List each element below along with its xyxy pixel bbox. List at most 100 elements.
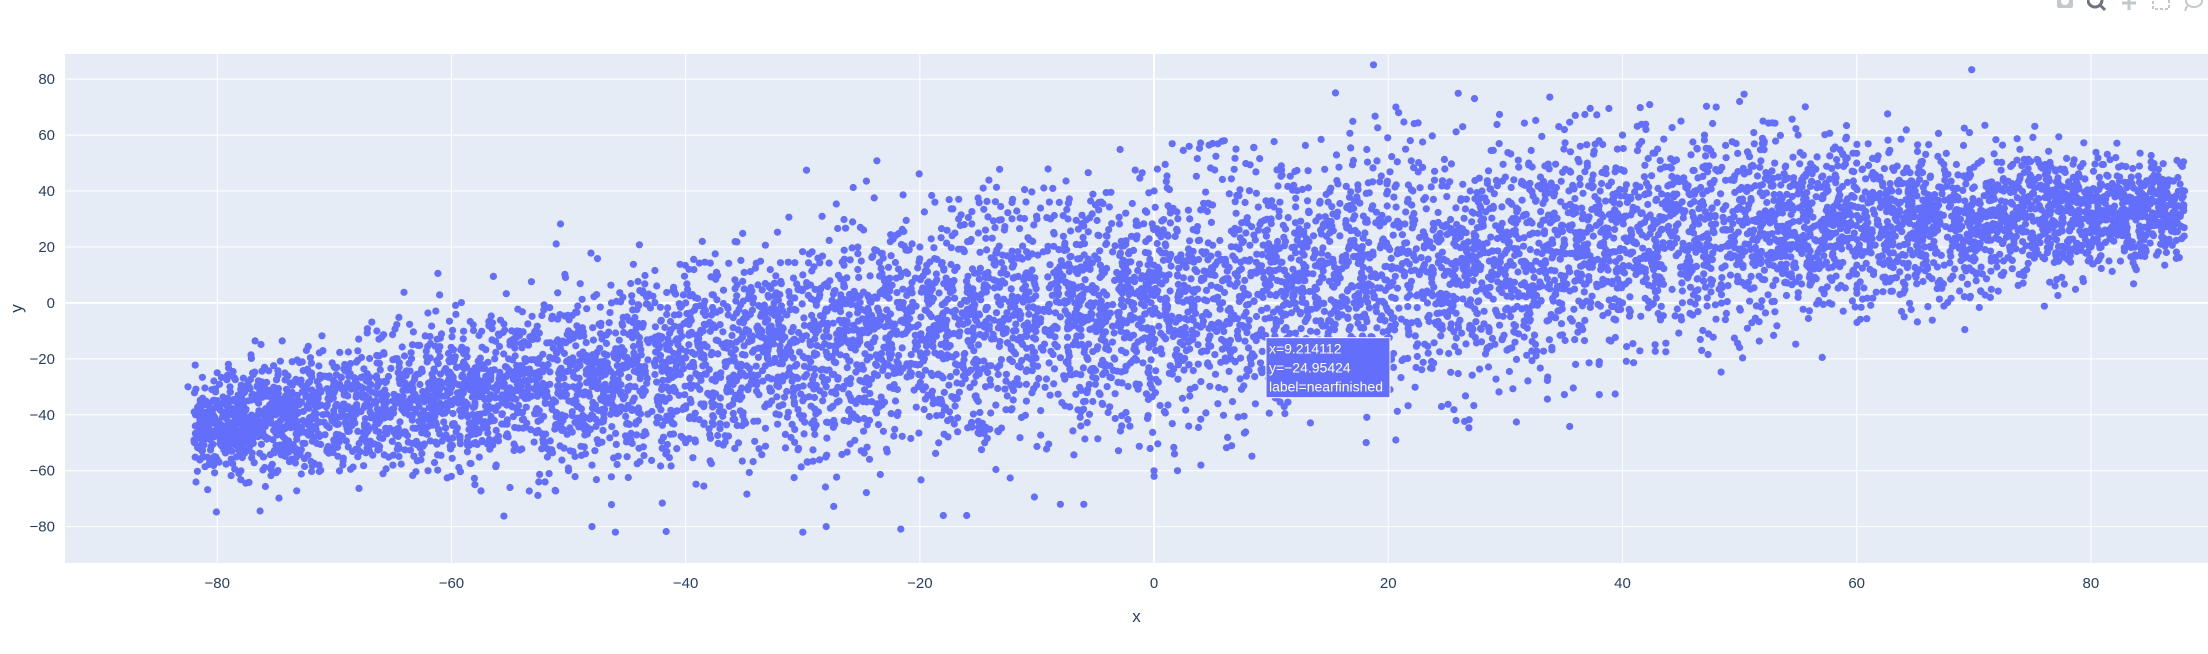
scatter-point[interactable] [755,391,763,399]
scatter-point[interactable] [1865,161,1873,169]
scatter-point[interactable] [2019,279,2027,287]
scatter-point[interactable] [568,408,576,416]
scatter-point[interactable] [1013,207,1021,215]
scatter-point[interactable] [747,283,755,292]
scatter-point[interactable] [1204,239,1212,247]
scatter-point[interactable] [818,252,827,260]
scatter-point[interactable] [1447,368,1455,376]
scatter-point[interactable] [2084,202,2092,210]
scatter-point[interactable] [1876,203,1884,212]
scatter-point[interactable] [432,307,440,315]
scatter-point[interactable] [1030,493,1038,501]
scatter-point[interactable] [1213,283,1221,291]
scatter-point[interactable] [1541,162,1549,170]
scatter-point[interactable] [1342,182,1350,190]
scatter-point[interactable] [627,429,635,437]
scatter-point[interactable] [898,344,906,352]
scatter-point[interactable] [1796,160,1804,168]
scatter-point[interactable] [945,381,953,389]
scatter-point[interactable] [1958,273,1966,281]
scatter-point[interactable] [1311,246,1319,254]
scatter-point[interactable] [622,412,630,420]
scatter-point[interactable] [1147,356,1155,364]
scatter-point[interactable] [484,429,492,437]
scatter-point[interactable] [943,239,951,247]
scatter-point[interactable] [729,324,737,332]
scatter-point[interactable] [1174,297,1182,305]
scatter-point[interactable] [1689,223,1697,231]
scatter-point[interactable] [1586,104,1594,112]
scatter-point[interactable] [932,270,941,278]
scatter-point[interactable] [800,314,808,322]
scatter-point[interactable] [1976,200,1984,208]
scatter-point[interactable] [1823,203,1832,211]
scatter-point[interactable] [886,354,894,362]
scatter-point[interactable] [1012,320,1020,328]
scatter-point[interactable] [1412,256,1420,264]
scatter-point[interactable] [2101,238,2110,246]
scatter-point[interactable] [1654,184,1662,192]
scatter-point[interactable] [1044,165,1052,173]
scatter-point[interactable] [1913,318,1921,326]
scatter-point[interactable] [1304,167,1312,175]
scatter-point[interactable] [1462,195,1470,203]
scatter-point[interactable] [1079,405,1088,413]
scatter-point[interactable] [1349,117,1357,125]
scatter-point[interactable] [1843,178,1852,186]
scatter-point[interactable] [1083,419,1091,427]
scatter-point[interactable] [1041,383,1049,391]
scatter-point[interactable] [1536,364,1544,372]
scatter-point[interactable] [895,351,903,360]
scatter-point[interactable] [1245,187,1253,195]
scatter-point[interactable] [1291,219,1300,227]
scatter-point[interactable] [1772,276,1780,284]
scatter-point[interactable] [1709,333,1717,341]
scatter-point[interactable] [1505,367,1513,376]
scatter-point[interactable] [637,351,645,359]
scatter-point[interactable] [1719,213,1727,221]
scatter-point[interactable] [1548,343,1556,351]
scatter-point[interactable] [1601,197,1610,205]
scatter-point[interactable] [582,339,590,347]
scatter-point[interactable] [1535,239,1543,247]
scatter-point[interactable] [1454,89,1462,97]
scatter-point[interactable] [409,424,417,432]
scatter-point[interactable] [1925,141,1933,149]
scatter-point[interactable] [1472,287,1480,295]
scatter-point[interactable] [1046,391,1054,399]
scatter-point[interactable] [1236,375,1244,383]
scatter-point[interactable] [1406,137,1414,145]
scatter-point[interactable] [1383,202,1391,210]
scatter-point[interactable] [540,301,548,309]
scatter-point[interactable] [891,397,900,405]
scatter-point[interactable] [574,329,582,337]
scatter-point[interactable] [773,393,781,401]
scatter-point[interactable] [1940,261,1948,269]
scatter-point[interactable] [1251,400,1259,408]
scatter-point[interactable] [811,285,819,293]
scatter-point[interactable] [976,330,984,339]
scatter-point[interactable] [379,434,387,442]
scatter-point[interactable] [1165,271,1173,279]
scatter-point[interactable] [1056,299,1064,307]
scatter-point[interactable] [599,426,607,434]
scatter-point[interactable] [1207,218,1215,226]
scatter-point[interactable] [591,447,599,455]
scatter-point[interactable] [628,292,636,300]
scatter-point[interactable] [1315,278,1323,286]
scatter-point[interactable] [2104,172,2112,180]
scatter-point[interactable] [987,409,995,417]
scatter-point[interactable] [1899,289,1907,297]
scatter-point[interactable] [1072,390,1080,398]
scatter-point[interactable] [1924,303,1932,311]
scatter-point[interactable] [522,403,530,411]
scatter-point[interactable] [1055,246,1063,254]
scatter-point[interactable] [1276,198,1284,206]
scatter-point[interactable] [1786,183,1794,191]
scatter-point[interactable] [339,461,347,469]
scatter-point[interactable] [740,268,748,276]
scatter-point[interactable] [1566,422,1574,431]
scatter-point[interactable] [758,367,767,375]
scatter-point[interactable] [1518,196,1526,204]
scatter-point[interactable] [644,356,652,364]
